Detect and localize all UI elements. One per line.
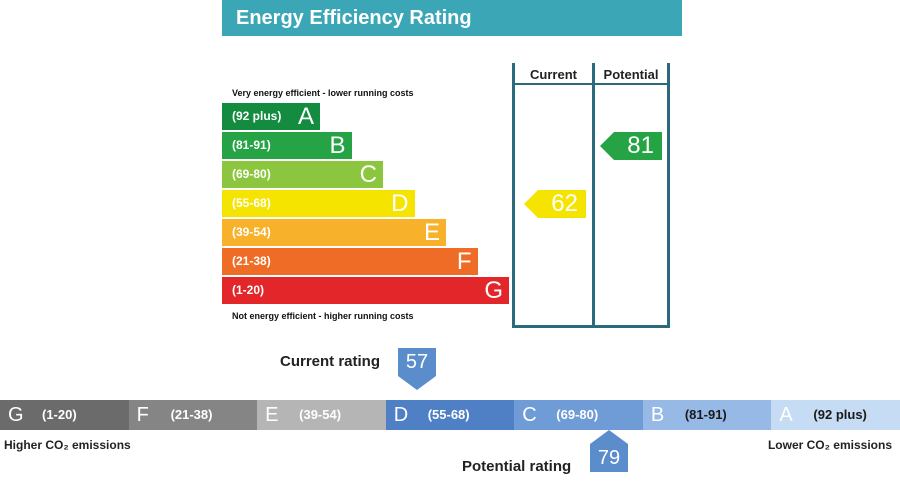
current-rating-value: 57 bbox=[398, 348, 436, 376]
scale-letter: G bbox=[8, 404, 24, 426]
band-letter: B bbox=[329, 132, 346, 159]
band-letter: E bbox=[423, 219, 440, 246]
band-c: (69-80) C bbox=[222, 161, 383, 188]
band-range: (39-54) bbox=[232, 225, 271, 239]
column-bottom-border bbox=[512, 325, 670, 328]
current-rating-label: Current rating bbox=[280, 353, 381, 370]
band-g: (1-20) G bbox=[222, 277, 509, 304]
current-column-header: Current bbox=[530, 67, 577, 82]
scale-letter: A bbox=[779, 404, 793, 426]
scale-range: (92 plus) bbox=[813, 407, 867, 422]
scale-segment-e: E (39-54) bbox=[257, 400, 387, 430]
higher-emissions-label: Higher CO₂ emissions bbox=[4, 438, 131, 452]
potential-rating-arrow: 81 bbox=[600, 132, 662, 160]
band-letter: F bbox=[456, 248, 472, 275]
band-range: (92 plus) bbox=[232, 109, 282, 123]
band-letter: D bbox=[391, 190, 409, 217]
scale-letter: C bbox=[522, 404, 537, 426]
current-col-left-border bbox=[512, 63, 515, 328]
scale-segment-b: B (81-91) bbox=[642, 400, 772, 430]
scale-range: (69-80) bbox=[556, 407, 599, 422]
band-a: (92 plus) A bbox=[222, 103, 320, 130]
bottom-note: Not energy efficient - higher running co… bbox=[232, 311, 414, 321]
scale-range: (55-68) bbox=[427, 407, 470, 422]
band-range: (21-38) bbox=[232, 254, 271, 268]
potential-column-header: Potential bbox=[603, 67, 659, 82]
lower-emissions-label: Lower CO₂ emissions bbox=[767, 438, 892, 452]
scale-segment-g: G (1-20) bbox=[0, 400, 130, 430]
potential-rating-label: Potential rating bbox=[462, 458, 572, 475]
scale-segment-d: D (55-68) bbox=[385, 400, 515, 430]
scale-range: (1-20) bbox=[42, 407, 77, 422]
scale-letter: B bbox=[650, 404, 665, 426]
band-letter: G bbox=[484, 277, 503, 304]
scale-segment-a: A (92 plus) bbox=[771, 400, 900, 430]
current-col-right-border bbox=[592, 63, 595, 328]
potential-rating-pointer bbox=[590, 430, 628, 444]
scale-segment-c: C (69-80) bbox=[514, 400, 644, 430]
band-e: (39-54) E bbox=[222, 219, 446, 246]
column-header-underline bbox=[512, 83, 670, 85]
band-b: (81-91) B bbox=[222, 132, 352, 159]
scale-range: (39-54) bbox=[299, 407, 342, 422]
band-range: (1-20) bbox=[232, 283, 265, 297]
scale-segment-f: F (21-38) bbox=[128, 400, 258, 430]
energy-rating-chart: Very energy efficient - lower running co… bbox=[222, 63, 672, 331]
scale-letter: F bbox=[136, 404, 149, 426]
current-rating-arrow: 62 bbox=[524, 190, 586, 218]
band-f: (21-38) F bbox=[222, 248, 478, 275]
scale-range: (81-91) bbox=[684, 407, 727, 422]
current-rating-pointer bbox=[398, 376, 436, 390]
co2-scale: G (1-20) F (21-38) E (39-54) D (55-68) C (69-80) B… bbox=[0, 400, 900, 430]
band-range: (55-68) bbox=[232, 196, 271, 210]
scale-letter: D bbox=[393, 404, 409, 426]
scale-range: (21-38) bbox=[170, 407, 213, 422]
band-range: (81-91) bbox=[232, 138, 271, 152]
scale-letter: E bbox=[265, 404, 279, 426]
band-d: (55-68) D bbox=[222, 190, 415, 217]
potential-rating-value: 79 bbox=[590, 444, 628, 472]
chart-title: Energy Efficiency Rating bbox=[222, 0, 682, 36]
band-range: (69-80) bbox=[232, 167, 271, 181]
top-note: Very energy efficient - lower running co… bbox=[232, 88, 414, 98]
potential-col-right-border bbox=[667, 63, 670, 328]
band-letter: C bbox=[359, 161, 377, 188]
band-letter: A bbox=[297, 103, 314, 130]
